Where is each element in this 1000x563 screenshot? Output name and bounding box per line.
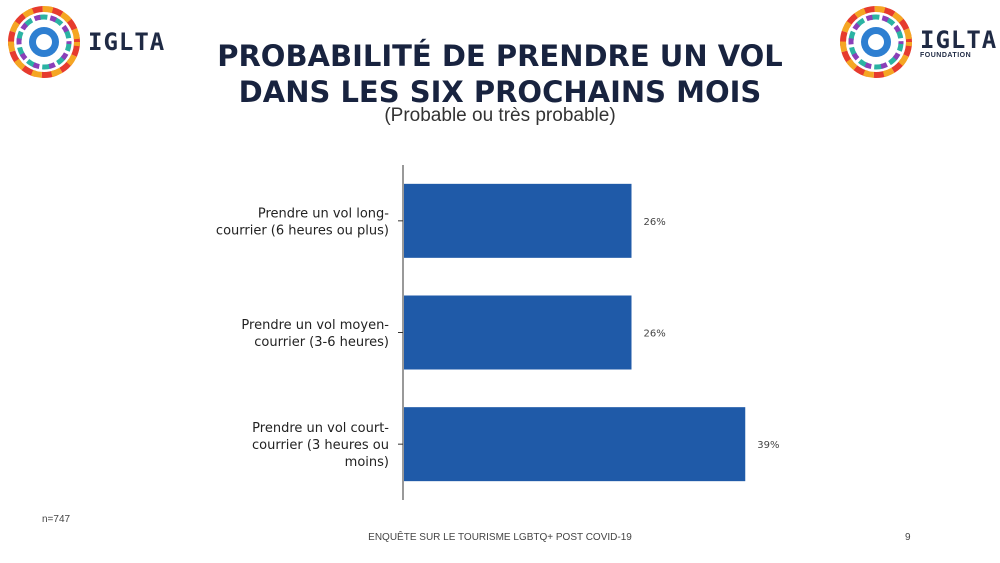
sample-size: n=747 [42,514,71,525]
page-number: 9 [905,532,911,543]
data-label: 39% [757,440,779,451]
iglta-globe-icon [8,6,80,78]
iglta-globe-icon [840,6,912,78]
bar-1 [404,183,632,258]
category-label: Prendre un vol moyen-courrier (3-6 heure… [241,318,389,350]
chart-title: PROBABILITÉ DE PRENDRE UN VOL DANS LES S… [217,39,783,109]
logo-text: IGLTA [88,28,166,56]
data-label: 26% [644,217,666,228]
iglta-logo: IGLTA [6,4,165,80]
chart-subtitle: (Probable ou très probable) [384,105,616,126]
bar-3 [404,407,746,482]
iglta-foundation-logo: IGLTA FOUNDATION [838,4,997,80]
footer-source: ENQUÊTE SUR LE TOURISME LGBTQ+ POST COVI… [368,532,632,543]
logo-subtext: FOUNDATION [920,51,972,59]
category-label: Prendre un vol court-courrier (3 heures … [252,421,389,470]
data-label: 26% [644,329,666,340]
bar-2 [404,295,632,370]
category-label: Prendre un vol long-courrier (6 heures o… [216,206,389,238]
logo-text: IGLTA [920,25,998,54]
